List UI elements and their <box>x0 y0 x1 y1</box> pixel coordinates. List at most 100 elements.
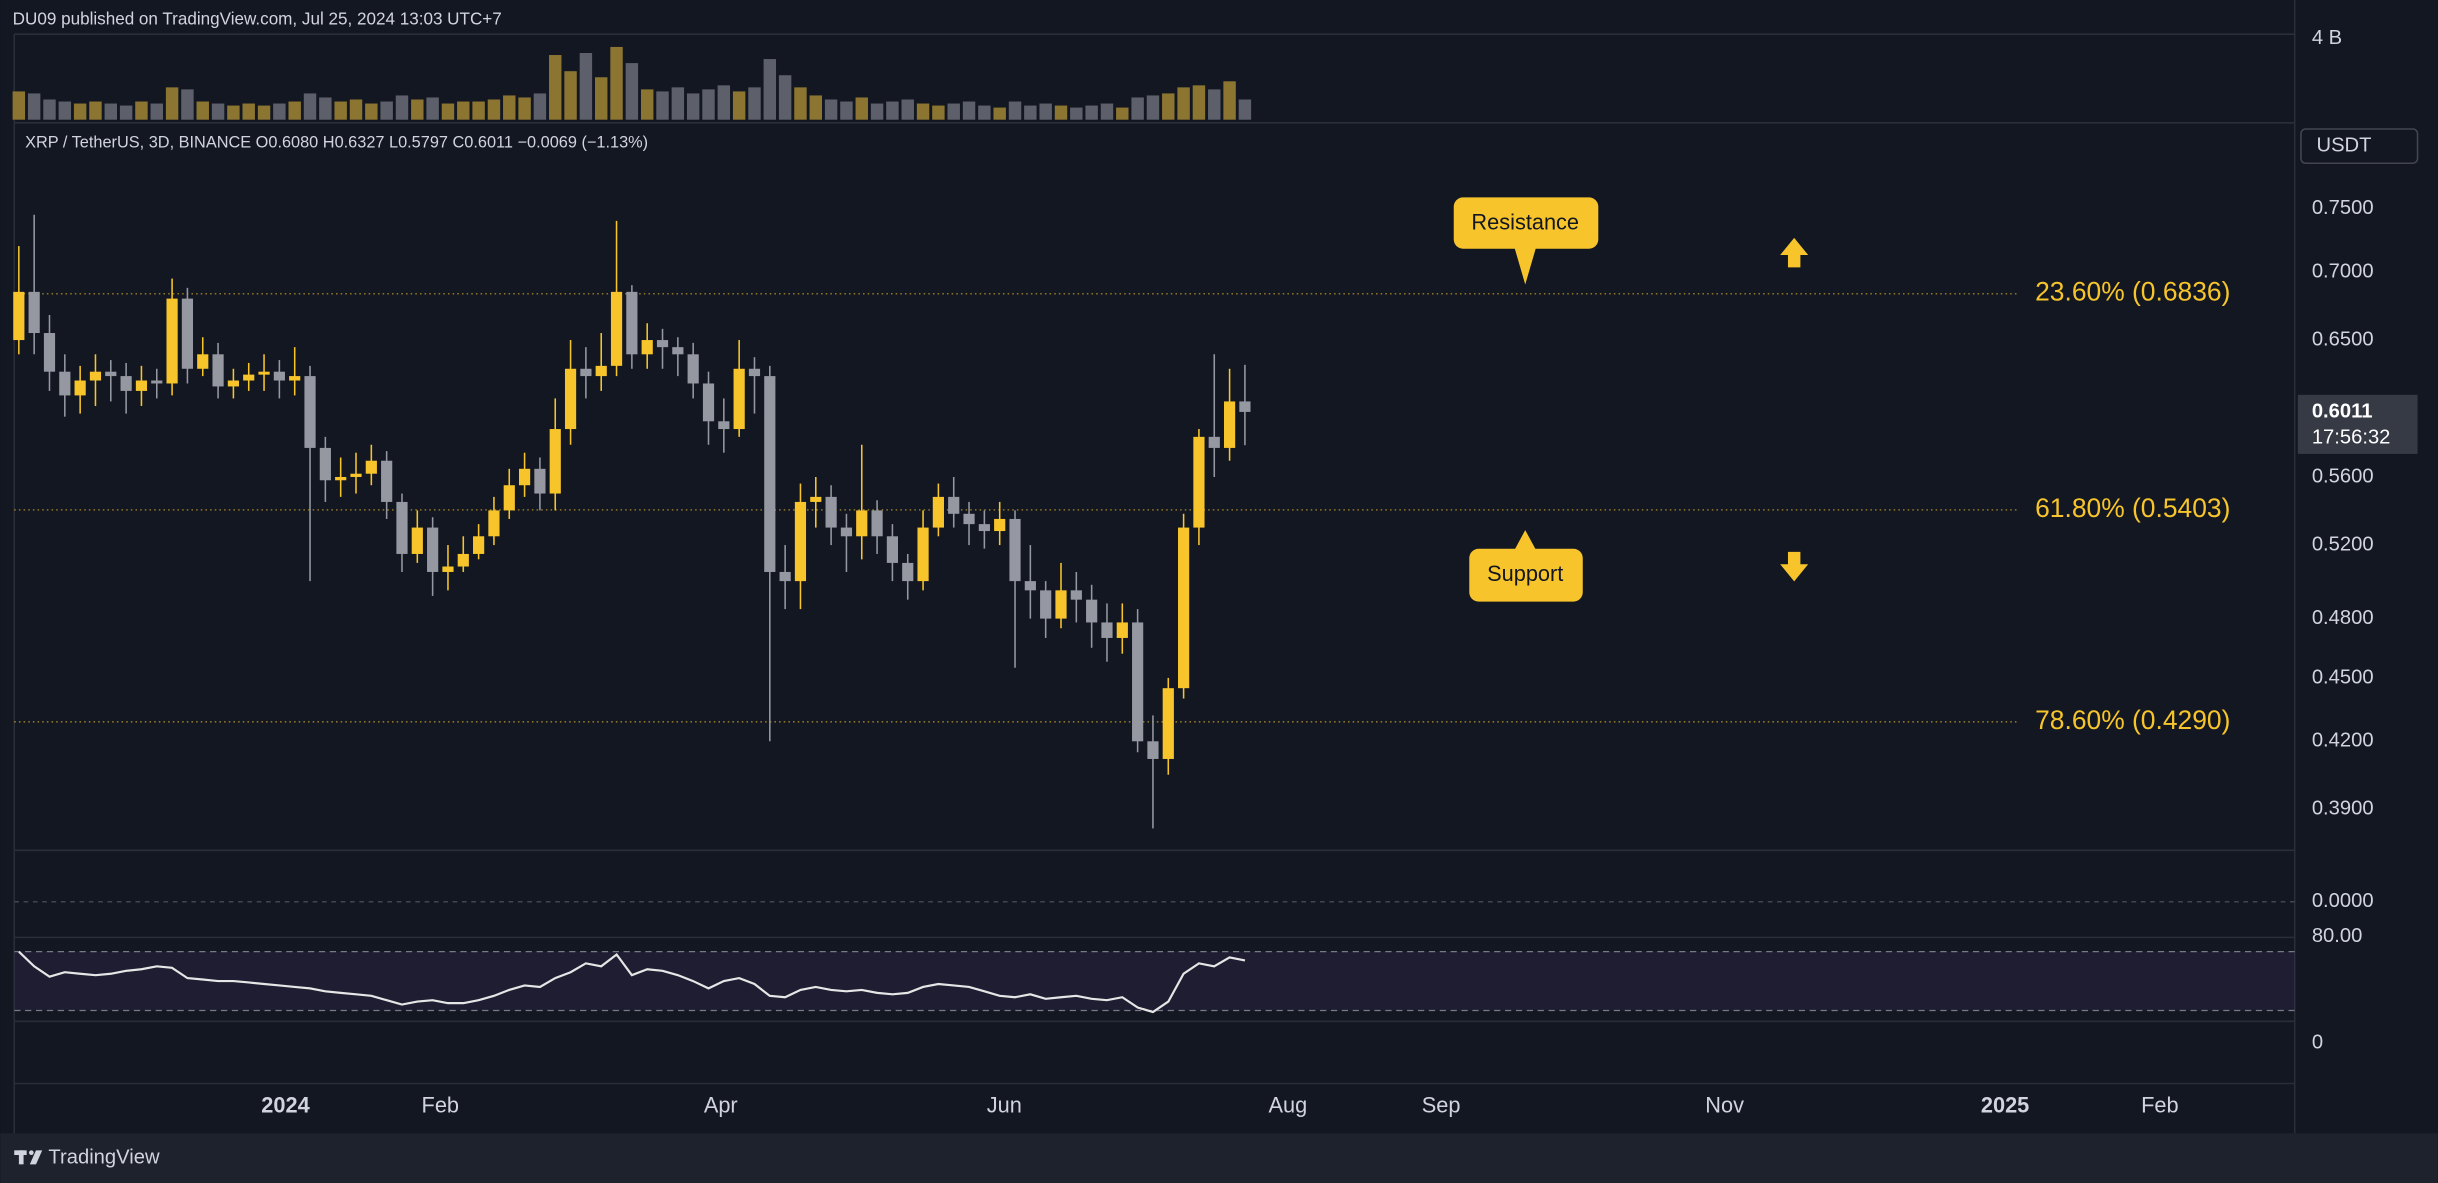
volume-bar <box>686 93 700 120</box>
volume-bar <box>947 103 960 120</box>
candle-body <box>656 340 669 348</box>
volume-bar <box>748 87 761 120</box>
candle-body <box>258 371 270 375</box>
candle-body <box>74 380 86 396</box>
volume-bar <box>549 55 562 120</box>
volume-bar <box>732 91 746 120</box>
candle-body <box>733 368 745 430</box>
candle-body <box>672 347 684 355</box>
volume-bar <box>303 93 317 120</box>
candle-body <box>227 380 239 387</box>
candle-body <box>963 513 975 525</box>
candle-body <box>1070 590 1082 600</box>
volume-bar <box>150 103 163 120</box>
volume-bar <box>625 63 639 120</box>
x-tick-label: Nov <box>1705 1093 1744 1118</box>
candle-body <box>1178 527 1190 689</box>
volume-bar <box>273 103 286 120</box>
candle-body <box>304 376 316 448</box>
candle-body <box>335 476 347 481</box>
candle-body <box>289 376 301 381</box>
y-tick-label: 0.5600 <box>2312 465 2374 487</box>
candle-body <box>1009 518 1021 582</box>
candle-body <box>610 291 623 366</box>
candle-body <box>181 298 194 369</box>
volume-bar <box>778 75 792 120</box>
volume-bar <box>165 87 179 120</box>
candle-body <box>381 460 393 502</box>
x-tick-label: Jun <box>987 1093 1022 1118</box>
candle-body <box>212 354 224 387</box>
volume-bar <box>579 52 593 120</box>
volume-bar <box>1192 85 1206 120</box>
volume-bar <box>365 103 378 120</box>
candle-body <box>28 291 40 334</box>
volume-bar <box>380 101 393 120</box>
x-tick-label: 2024 <box>261 1093 309 1118</box>
lower-tick-label: 0 <box>2312 1031 2323 1053</box>
currency-box[interactable] <box>2300 128 2419 165</box>
last-price-label: 0.6011 <box>2312 400 2373 422</box>
candle-body <box>748 368 761 377</box>
candle-body <box>1193 436 1205 528</box>
volume-bar <box>1238 99 1252 120</box>
volume-bar <box>840 101 853 120</box>
volume-bar <box>1085 105 1098 120</box>
volume-bar <box>533 93 547 120</box>
candle-body <box>595 365 607 377</box>
candle-body <box>1132 622 1144 742</box>
volume-bar <box>1131 97 1144 120</box>
x-tick-label: Apr <box>704 1093 738 1118</box>
candle-body <box>1239 401 1251 412</box>
candle-body <box>197 354 209 369</box>
volume-bar <box>702 89 715 120</box>
volume-tick-label: 4 B <box>2312 27 2342 49</box>
candle-body <box>243 374 255 381</box>
candle-body <box>902 562 914 582</box>
candle-body <box>13 291 25 341</box>
volume-bar <box>794 87 807 120</box>
x-tick-label: Feb <box>2141 1093 2178 1118</box>
macd-tick-label: 0.0000 <box>2312 890 2374 912</box>
candle-body <box>856 510 868 537</box>
x-tick-label: Feb <box>422 1093 459 1118</box>
candle-body <box>1223 401 1236 448</box>
volume-bar <box>43 99 56 120</box>
volume-bar <box>27 93 41 120</box>
candle-body <box>886 536 899 563</box>
candle-body <box>994 518 1006 532</box>
candle-body <box>702 383 715 422</box>
candle-body <box>1147 741 1159 759</box>
candle-body <box>166 298 178 384</box>
candle-body <box>457 553 469 567</box>
candle-body <box>43 333 56 372</box>
candle-body <box>135 380 148 391</box>
rsi-pane <box>14 950 2295 1014</box>
currency-label[interactable]: USDT <box>2317 134 2372 156</box>
volume-bar <box>978 105 991 120</box>
volume-bar <box>58 101 72 120</box>
volume-bar <box>1054 105 1068 120</box>
volume-bar <box>472 101 485 120</box>
y-tick-label: 0.4800 <box>2312 607 2374 629</box>
volume-bar <box>932 105 945 120</box>
volume-bar <box>855 97 868 120</box>
candle-body <box>319 447 331 481</box>
candle-body <box>810 496 822 502</box>
y-tick-label: 0.6500 <box>2312 328 2374 350</box>
volume-bar <box>104 103 118 120</box>
volume-bar <box>211 103 225 120</box>
volume-bar <box>916 103 930 120</box>
volume-bar <box>411 99 424 120</box>
x-tick-label: Aug <box>1268 1093 1307 1118</box>
candle-body <box>687 354 699 384</box>
candle-body <box>948 496 960 514</box>
volume-bar <box>135 101 148 120</box>
candle-body <box>641 340 653 355</box>
rsi-band <box>14 951 2295 1011</box>
volume-bar <box>181 89 194 120</box>
footer-bar <box>0 1133 2438 1183</box>
callout-pointer <box>1514 247 1537 285</box>
candle-body <box>473 536 485 554</box>
